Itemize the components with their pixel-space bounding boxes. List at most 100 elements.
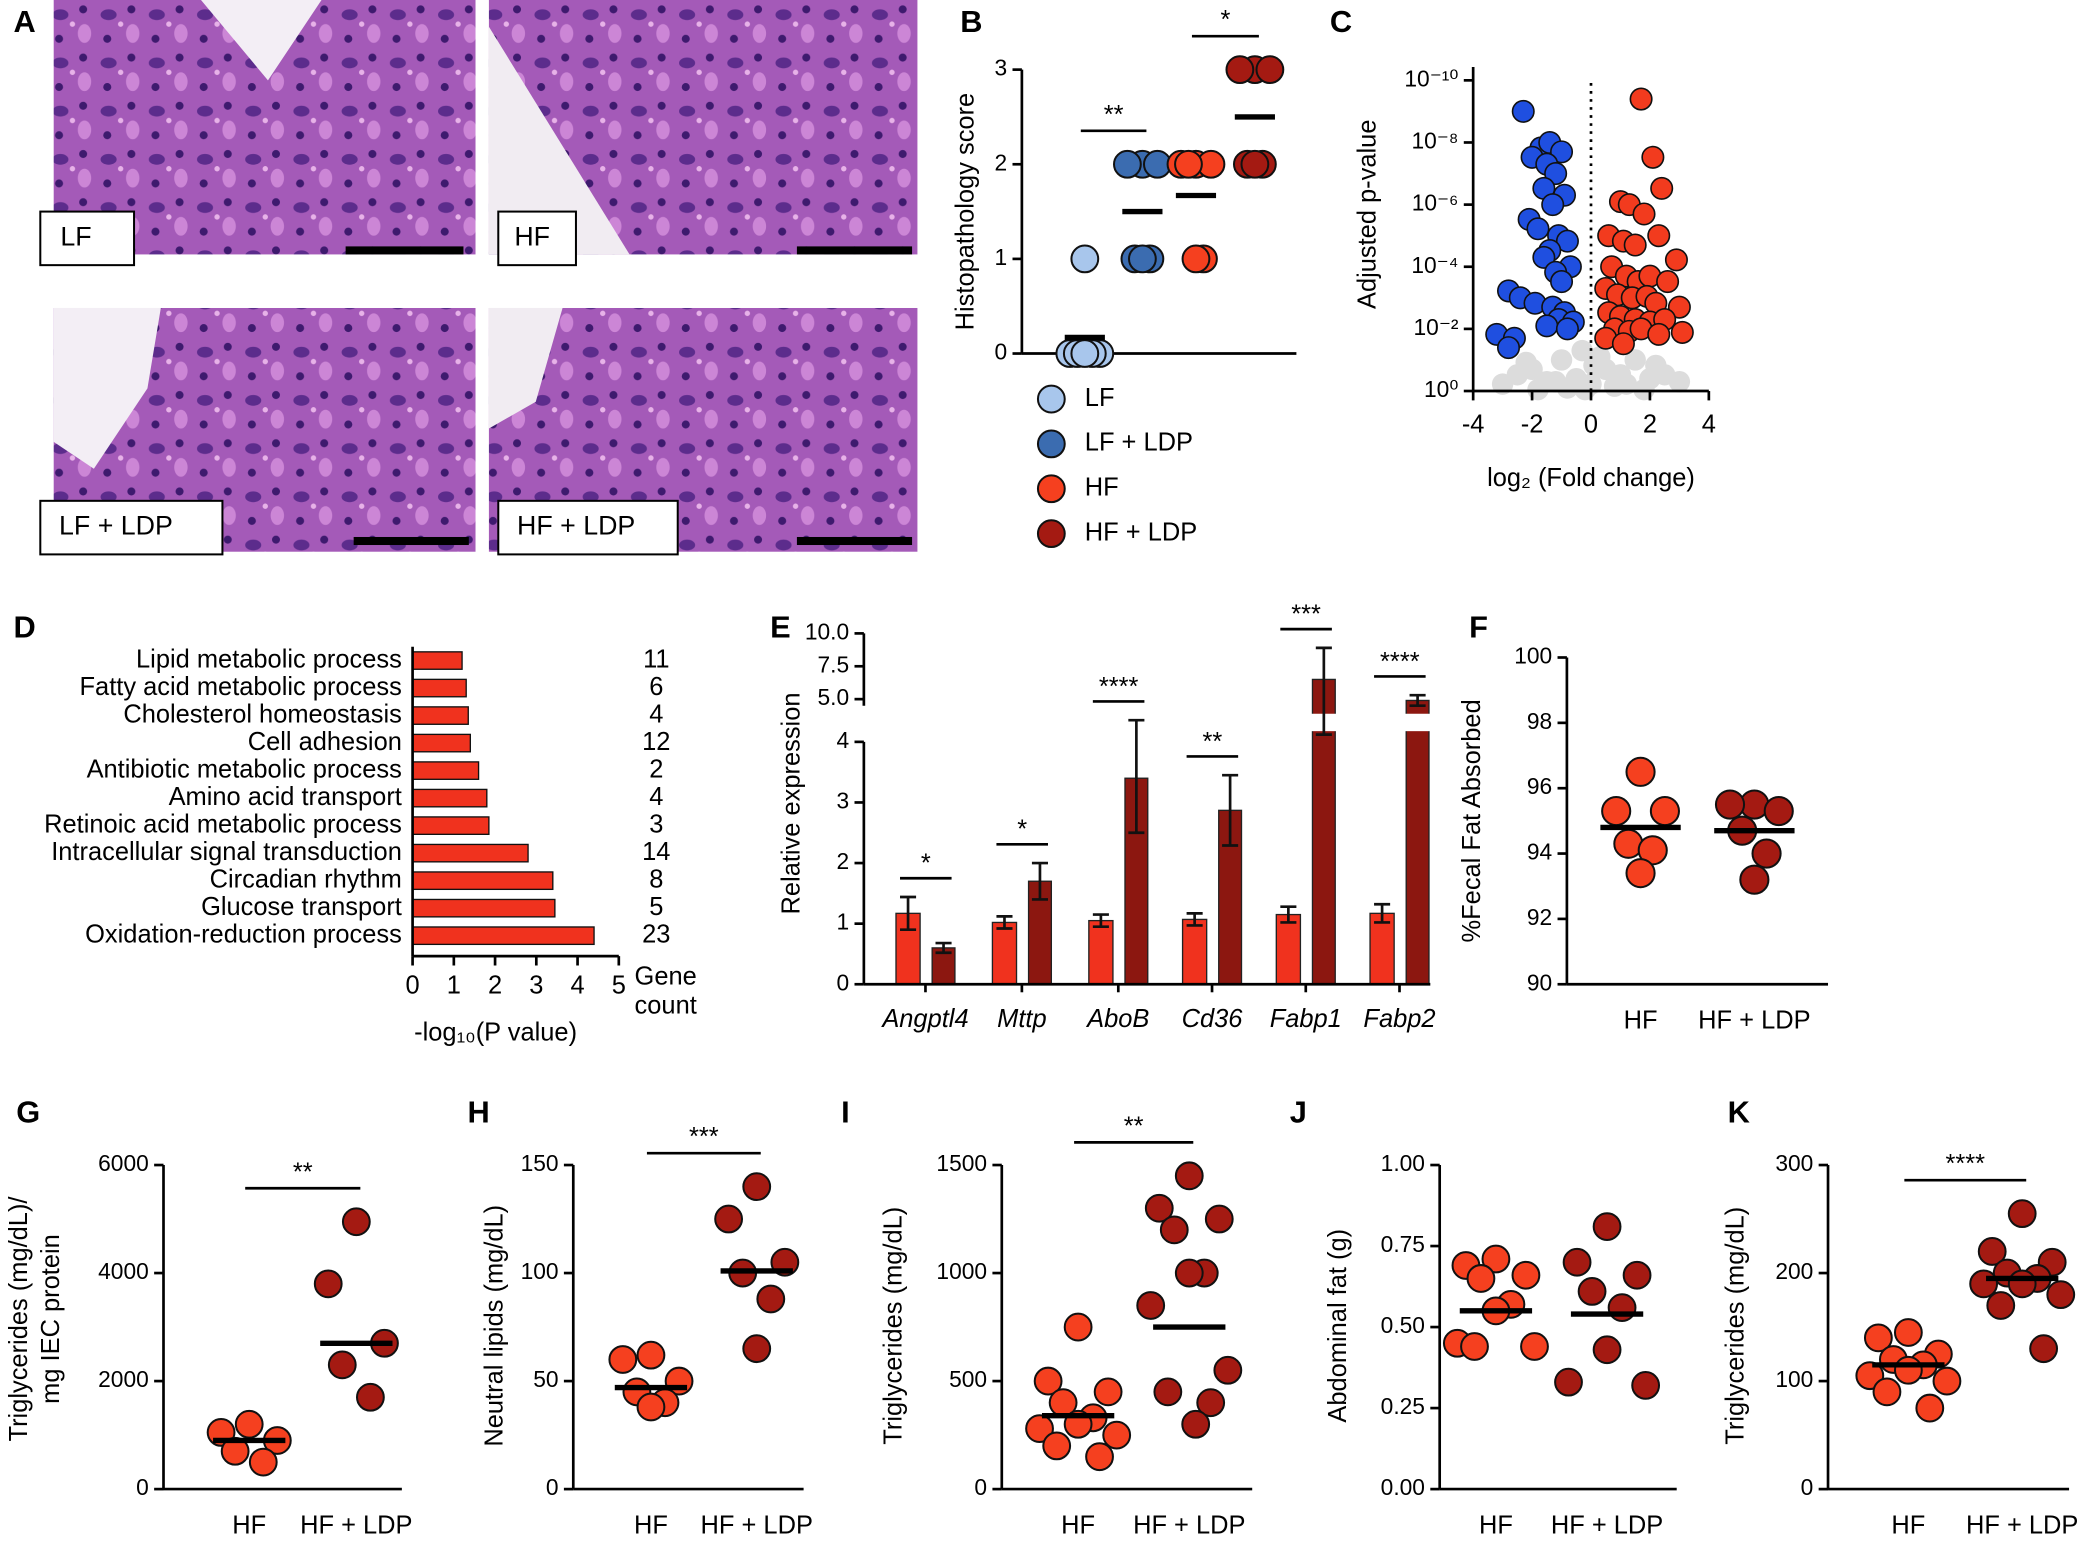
y-axis-label: Triglycerides (mg/dL) <box>879 1207 907 1445</box>
legend-marker <box>1036 519 1066 549</box>
data-point <box>1466 1264 1496 1293</box>
data-point <box>2046 1280 2076 1310</box>
data-point <box>1632 202 1656 226</box>
y-tick-label: 10⁻¹⁰ <box>1404 65 1458 91</box>
error-bar <box>1409 693 1426 708</box>
bar <box>411 816 490 835</box>
gene-count: 14 <box>642 838 670 866</box>
data-point <box>1664 248 1688 272</box>
error-bar <box>996 915 1013 930</box>
y-tick-label: Intracellular signal transduction <box>51 838 402 866</box>
y-tick-label: Amino acid transport <box>169 783 402 811</box>
data-point <box>1070 244 1100 274</box>
data-point <box>1571 339 1593 362</box>
data-point <box>1893 1355 1923 1385</box>
y-tick-label: 7.5 <box>817 651 849 677</box>
panel-letter: F <box>1469 610 1488 645</box>
gene-count: 6 <box>649 673 663 701</box>
panel-letter: D <box>14 610 36 645</box>
image-label: LF <box>60 221 91 251</box>
significance-label: **** <box>1099 673 1139 701</box>
x-tick-label: HF + LDP <box>1551 1511 1663 1539</box>
error-bar <box>1092 913 1109 929</box>
panel-letter: A <box>14 4 36 39</box>
legend-label: LF <box>1085 384 1115 412</box>
data-point <box>327 1350 357 1380</box>
x-tick-label: HF + LDP <box>300 1511 412 1539</box>
data-point <box>1647 322 1671 346</box>
y-tick-label: 0 <box>546 1474 559 1500</box>
bar <box>411 761 480 780</box>
data-point <box>313 1269 343 1299</box>
y-axis-label: Abdominal fat (g) <box>1324 1229 1352 1423</box>
image-label: LF + LDP <box>59 511 173 541</box>
data-point <box>1550 270 1574 294</box>
x-tick-label: 4 <box>1702 411 1716 439</box>
data-point <box>714 1204 744 1234</box>
x-tick-label: HF + LDP <box>1698 1006 1810 1034</box>
data-point <box>1670 320 1694 344</box>
data-point <box>1144 1193 1174 1223</box>
x-tick-label: 5 <box>612 972 626 1000</box>
x-tick-label: 4 <box>570 972 584 1000</box>
axis-break <box>867 713 1435 732</box>
lumen <box>488 307 563 429</box>
data-point <box>1615 373 1638 395</box>
data-point <box>1153 1377 1183 1407</box>
data-point <box>1641 145 1665 169</box>
panel-letter: G <box>16 1094 40 1129</box>
y-axis-label: mg IEC protein <box>37 1234 65 1404</box>
y-tick-label: 0.00 <box>1381 1474 1425 1500</box>
y-tick-label: 3 <box>994 55 1007 81</box>
y-tick-label: Circadian rhythm <box>210 865 402 893</box>
y-tick-label: 92 <box>1527 904 1552 930</box>
data-point <box>1751 838 1782 869</box>
y-tick-label: 0 <box>994 339 1007 365</box>
x-tick-label: -2 <box>1521 411 1544 439</box>
scale-bar <box>796 536 913 546</box>
legend-marker <box>1036 429 1066 459</box>
significance-label: * <box>921 850 931 878</box>
data-point <box>1592 1335 1622 1365</box>
y-axis-label: Adjusted p-value <box>1353 120 1381 309</box>
y-tick-label: Fatty acid metabolic process <box>80 673 402 701</box>
data-point <box>1496 336 1521 360</box>
x-axis-label: -log₁₀(P value) <box>414 1019 577 1047</box>
y-axis-label: Triglycerides (mg/dL)/ <box>5 1196 33 1442</box>
data-point <box>248 1447 278 1477</box>
data-point <box>608 1345 638 1374</box>
data-point <box>1555 229 1579 253</box>
y-tick-label: 90 <box>1527 969 1552 995</box>
y-tick-label: 1 <box>994 244 1007 270</box>
y-tick-label: 0.25 <box>1381 1393 1425 1419</box>
bar <box>1181 918 1208 985</box>
data-point <box>1554 1367 1583 1397</box>
data-point <box>1520 1332 1549 1361</box>
y-tick-label: Lipid metabolic process <box>136 645 402 673</box>
data-point <box>1656 270 1680 294</box>
panel-letter: J <box>1290 1094 1307 1129</box>
y-axis-label: Neutral lipids (mg/dL) <box>480 1205 508 1447</box>
data-point <box>1113 149 1142 179</box>
data-point <box>1511 1260 1541 1290</box>
y-tick-label: 94 <box>1527 839 1552 865</box>
bar <box>411 678 467 698</box>
data-point <box>1763 796 1794 827</box>
data-point <box>1986 1291 2016 1320</box>
data-point <box>1550 349 1573 371</box>
label-box <box>39 210 136 267</box>
error-bar <box>1222 773 1239 847</box>
data-point <box>1213 1355 1243 1385</box>
data-point <box>1622 1260 1652 1290</box>
y-tick-label: 0 <box>1801 1474 1814 1500</box>
y-tick-label: Antibiotic metabolic process <box>87 755 402 783</box>
gene-count: 5 <box>649 893 663 921</box>
y-tick-label: 0 <box>836 969 849 995</box>
y-tick-label: Cell adhesion <box>248 728 402 756</box>
significance-label: **** <box>1380 648 1420 676</box>
panel-letter: B <box>960 4 982 39</box>
y-tick-label: 10⁻² <box>1414 314 1459 340</box>
bar <box>411 706 469 725</box>
data-point <box>1460 1332 1489 1361</box>
